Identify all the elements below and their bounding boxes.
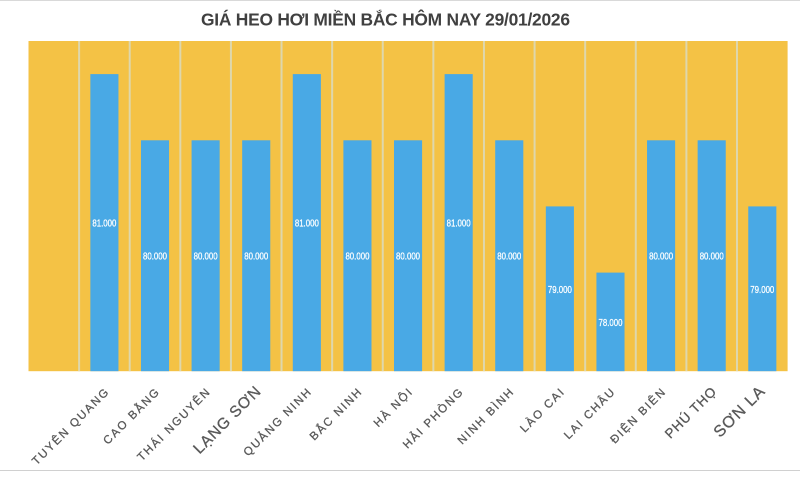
svg-text:GIÁ HEO HƠI MIỀN BẮC HÔM NAY 2: GIÁ HEO HƠI MIỀN BẮC HÔM NAY 29/01/2026 (201, 10, 570, 30)
svg-text:81.000: 81.000 (447, 219, 471, 230)
svg-text:80.000: 80.000 (143, 252, 167, 263)
svg-text:80.000: 80.000 (345, 252, 369, 263)
svg-text:80.000: 80.000 (194, 252, 218, 263)
svg-text:80.000: 80.000 (700, 252, 724, 263)
svg-text:80.000: 80.000 (396, 252, 420, 263)
svg-text:79.000: 79.000 (548, 285, 572, 296)
svg-text:78.000: 78.000 (598, 318, 622, 329)
svg-text:80.000: 80.000 (649, 252, 673, 263)
svg-text:80.000: 80.000 (497, 252, 521, 263)
svg-text:81.000: 81.000 (92, 219, 116, 230)
svg-text:81.000: 81.000 (295, 219, 319, 230)
svg-text:79.000: 79.000 (750, 285, 774, 296)
svg-text:80.000: 80.000 (244, 252, 268, 263)
